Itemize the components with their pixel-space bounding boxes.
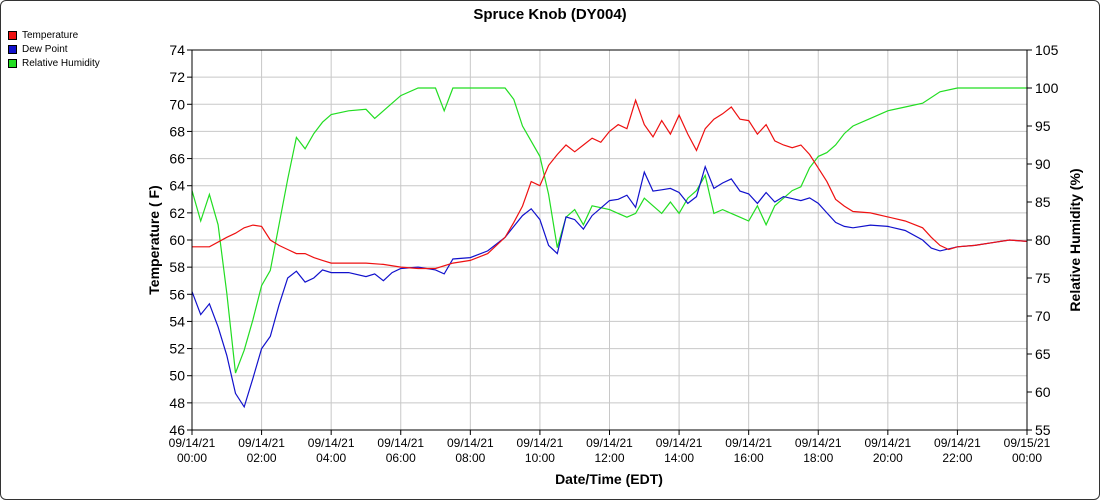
x-tick-time: 22:00 <box>942 451 972 465</box>
right-tick-label: 70 <box>1035 308 1051 324</box>
x-tick-date: 09/14/21 <box>308 436 355 450</box>
left-tick-label: 66 <box>169 151 185 167</box>
x-tick-date: 09/14/21 <box>169 436 216 450</box>
right-tick-label: 75 <box>1035 270 1051 286</box>
right-tick-label: 80 <box>1035 232 1051 248</box>
series-line-relative-humidity <box>191 87 1027 374</box>
right-tick-label: 85 <box>1035 194 1051 210</box>
left-tick-label: 56 <box>169 286 185 302</box>
y-axis-right-label: Relative Humidity (%) <box>1067 168 1083 311</box>
left-tick-label: 72 <box>169 69 185 85</box>
legend-item-relative-humidity: Relative Humidity <box>8 56 100 70</box>
x-tick-time: 04:00 <box>316 451 346 465</box>
legend-swatch-dew-point <box>8 44 17 54</box>
legend-label-relative-humidity: Relative Humidity <box>22 57 100 69</box>
left-tick-label: 46 <box>169 422 185 438</box>
left-axis-ticks: 46 48 50 52 54 56 58 60 62 64 66 68 70 72 74 <box>169 42 192 438</box>
left-tick-label: 74 <box>169 42 185 58</box>
legend-swatch-temperature <box>8 30 17 40</box>
x-tick-time: 18:00 <box>803 451 833 465</box>
x-tick-date: 09/14/21 <box>447 436 494 450</box>
x-axis-label: Date/Time (EDT) <box>555 471 663 487</box>
x-tick-time: 06:00 <box>386 451 416 465</box>
x-tick-date: 09/14/21 <box>934 436 981 450</box>
left-tick-label: 64 <box>169 178 185 194</box>
series-line-dew-point <box>191 164 1028 409</box>
left-tick-label: 58 <box>169 259 185 275</box>
left-tick-label: 48 <box>169 395 185 411</box>
left-tick-label: 68 <box>169 123 185 139</box>
left-tick-label: 70 <box>169 96 185 112</box>
legend-label-dew-point: Dew Point <box>22 43 68 55</box>
x-tick-time: 00:00 <box>1012 451 1042 465</box>
x-tick-date: 09/14/21 <box>725 436 772 450</box>
right-tick-label: 55 <box>1035 422 1051 438</box>
left-tick-label: 52 <box>169 341 185 357</box>
left-tick-label: 62 <box>169 205 185 221</box>
legend-swatch-relative-humidity <box>8 58 17 68</box>
x-tick-date: 09/15/21 <box>1004 436 1051 450</box>
x-tick-date: 09/14/21 <box>517 436 564 450</box>
x-tick-date: 09/14/21 <box>586 436 633 450</box>
x-tick-date: 09/14/21 <box>656 436 703 450</box>
x-tick-time: 16:00 <box>734 451 764 465</box>
chart-title: Spruce Knob (DY004) <box>473 6 626 23</box>
x-tick-time: 08:00 <box>455 451 485 465</box>
right-tick-label: 105 <box>1035 42 1059 58</box>
left-tick-label: 60 <box>169 232 185 248</box>
x-tick-time: 10:00 <box>525 451 555 465</box>
y-axis-left-label: Temperature ( F) <box>146 185 162 294</box>
x-tick-time: 14:00 <box>664 451 694 465</box>
right-tick-label: 65 <box>1035 346 1051 362</box>
grid-lines <box>191 49 1028 431</box>
x-axis-ticks: 09/14/2100:0009/14/2102:0009/14/2104:000… <box>169 430 1051 465</box>
x-tick-date: 09/14/21 <box>377 436 424 450</box>
right-tick-label: 100 <box>1035 80 1059 96</box>
legend-item-temperature: Temperature <box>8 28 100 42</box>
x-tick-time: 02:00 <box>247 451 277 465</box>
x-tick-time: 12:00 <box>594 451 624 465</box>
series-line-temperature <box>192 98 1028 270</box>
x-tick-date: 09/14/21 <box>795 436 842 450</box>
series-layer <box>191 87 1028 409</box>
x-tick-time: 20:00 <box>873 451 903 465</box>
left-tick-label: 50 <box>169 368 185 384</box>
right-tick-label: 95 <box>1035 118 1051 134</box>
legend-item-dew-point: Dew Point <box>8 42 100 56</box>
right-tick-label: 90 <box>1035 156 1051 172</box>
right-axis-ticks: 55 60 65 70 75 80 85 90 95 100 105 <box>1027 42 1059 438</box>
legend: Temperature Dew Point Relative Humidity <box>8 28 100 70</box>
x-tick-date: 09/14/21 <box>238 436 285 450</box>
x-tick-date: 09/14/21 <box>864 436 911 450</box>
x-tick-time: 00:00 <box>177 451 207 465</box>
right-tick-label: 60 <box>1035 384 1051 400</box>
legend-label-temperature: Temperature <box>22 29 79 41</box>
left-tick-label: 54 <box>169 313 185 329</box>
